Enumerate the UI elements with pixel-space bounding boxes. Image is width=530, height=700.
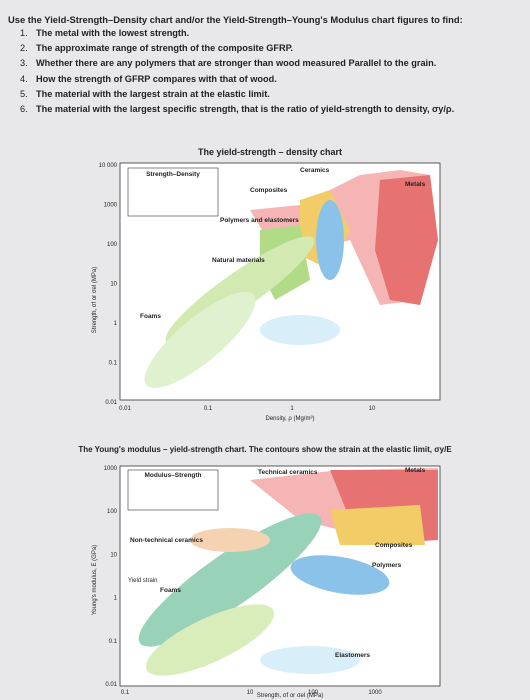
question-number: 2. — [20, 43, 28, 54]
question: 1. The metal with the lowest strength. — [20, 28, 454, 43]
natural-envelope — [138, 513, 322, 647]
region-label: Foams — [160, 587, 181, 594]
region-label: Composites — [375, 542, 413, 549]
region-label: Technical ceramics — [258, 469, 318, 476]
tick-label: 1000 — [104, 203, 118, 209]
question-list: 1. The metal with the lowest strength. 2. T… — [20, 28, 454, 119]
tick-label: 0.01 — [105, 400, 117, 406]
tick-label: 10 — [110, 282, 117, 288]
region-label: Polymers — [372, 562, 402, 569]
region-label: Elastomers — [335, 652, 370, 659]
y-ticks: 10 000 1000 100 10 1 0.1 0.01 — [99, 163, 118, 406]
tick-label: 100 — [107, 242, 118, 248]
chart-label: Modulus–Strength — [144, 472, 201, 479]
question-text: The metal with the lowest strength. — [36, 28, 190, 38]
region-label: Foams — [140, 313, 161, 320]
intro: Use the Yield-Strength–Density chart and… — [8, 14, 463, 25]
tick-label: 0.1 — [121, 690, 130, 696]
figure-caption: The yield-strength – density chart — [198, 147, 342, 157]
question-text: The approximate range of strength of the… — [36, 43, 294, 54]
region-label: Yield strain — [128, 578, 157, 584]
question-text: How the strength of GFRP compares with t… — [36, 73, 277, 84]
figure-caption: The Young's modulus – yield-strength cha… — [78, 445, 452, 454]
region-label: Ceramics — [300, 167, 330, 174]
tick-label: 1 — [114, 321, 118, 327]
tick-label: 10 — [369, 406, 376, 412]
x-axis-label: Density, ρ (Mg/m³) — [266, 416, 315, 422]
x-ticks: 0.1 10 100 1000 — [121, 690, 383, 696]
question-number: 4. — [20, 73, 28, 84]
y-axis-label: Strength, σf or σel (MPa) — [92, 267, 98, 333]
region-shapes — [138, 468, 438, 676]
region-shapes — [144, 170, 438, 389]
question: 3. Whether there are any polymers that ar… — [20, 58, 454, 73]
metals-envelope — [375, 175, 438, 305]
region-label: Non-technical ceramics — [130, 537, 203, 544]
tick-label: 1 — [114, 596, 118, 602]
tick-label: 100 — [107, 509, 118, 515]
polymers-envelope — [290, 555, 390, 595]
tick-label: 0.1 — [109, 361, 118, 367]
elastomer-envelope — [260, 315, 340, 345]
question-number: 1. — [20, 28, 28, 38]
region-label: Composites — [250, 187, 288, 194]
tick-label: 0.1 — [109, 639, 118, 645]
tick-label: 100 — [308, 690, 319, 696]
composites-envelope — [330, 505, 425, 545]
tick-label: 1000 — [368, 690, 382, 696]
question: 5. The material with the largest strain a… — [20, 89, 454, 104]
nontech-envelope — [190, 528, 270, 552]
region-label: Polymers and elastomers — [220, 217, 299, 224]
question-text: Whether there are any polymers that are … — [36, 58, 437, 69]
tick-label: 0.01 — [119, 406, 131, 412]
chart-label-box — [127, 167, 219, 217]
question-number: 5. — [20, 88, 28, 99]
glass-envelope — [316, 200, 344, 280]
tick-label: 0.1 — [204, 406, 213, 412]
tick-label: 10 000 — [99, 163, 118, 169]
question-number: 6. — [20, 103, 28, 114]
tick-label: 10 — [110, 552, 117, 558]
question: 6. The material with the largest specific… — [20, 104, 454, 119]
region-label: Natural materials — [212, 257, 265, 264]
foams-envelope — [145, 604, 275, 676]
question: 2. The approximate range of strength of t… — [20, 43, 454, 58]
region-label: Metals — [405, 181, 426, 188]
tick-label: 1 — [290, 406, 294, 412]
y-ticks: 1000 100 10 1 0.1 0.01 — [104, 466, 118, 688]
chart-label: Strength–Density — [146, 171, 200, 178]
tick-label: 10 — [247, 690, 254, 696]
y-axis-label: Young's modulus, E (GPa) — [92, 545, 98, 615]
elastomer-envelope — [260, 646, 360, 674]
question: 4. How the strength of GFRP compares with… — [20, 74, 454, 89]
question-text: The material with the largest specific s… — [36, 103, 455, 114]
chart-label-box — [127, 469, 219, 511]
foams-envelope — [144, 291, 256, 389]
region-label: Metals — [405, 467, 426, 474]
tick-label: 1000 — [104, 466, 118, 472]
tick-label: 0.01 — [105, 682, 117, 688]
question-text: The material with the largest strain at … — [36, 88, 270, 99]
x-ticks: 0.01 0.1 1 10 — [119, 406, 376, 412]
question-number: 3. — [20, 58, 28, 69]
x-axis-label: Strength, σf or σel (MPa) — [257, 693, 323, 699]
